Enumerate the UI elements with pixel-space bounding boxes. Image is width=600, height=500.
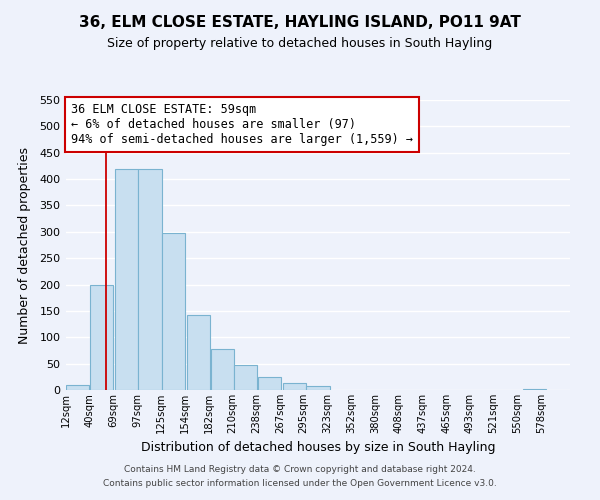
- Text: Contains HM Land Registry data © Crown copyright and database right 2024.
Contai: Contains HM Land Registry data © Crown c…: [103, 466, 497, 487]
- Bar: [307, 386, 329, 390]
- Y-axis label: Number of detached properties: Number of detached properties: [18, 146, 31, 344]
- Bar: [139, 168, 161, 390]
- Text: 36 ELM CLOSE ESTATE: 59sqm
← 6% of detached houses are smaller (97)
94% of semi-: 36 ELM CLOSE ESTATE: 59sqm ← 6% of detac…: [71, 103, 413, 146]
- Bar: [67, 384, 89, 390]
- Text: 36, ELM CLOSE ESTATE, HAYLING ISLAND, PO11 9AT: 36, ELM CLOSE ESTATE, HAYLING ISLAND, PO…: [79, 15, 521, 30]
- Bar: [90, 284, 113, 390]
- Bar: [162, 233, 185, 390]
- Text: Size of property relative to detached houses in South Hayling: Size of property relative to detached ho…: [107, 38, 493, 51]
- Bar: [115, 168, 138, 390]
- X-axis label: Distribution of detached houses by size in South Hayling: Distribution of detached houses by size …: [141, 442, 495, 454]
- Bar: [211, 349, 233, 390]
- Bar: [235, 364, 257, 390]
- Bar: [283, 383, 306, 390]
- Bar: [258, 377, 281, 390]
- Bar: [523, 389, 546, 390]
- Bar: [187, 314, 210, 390]
